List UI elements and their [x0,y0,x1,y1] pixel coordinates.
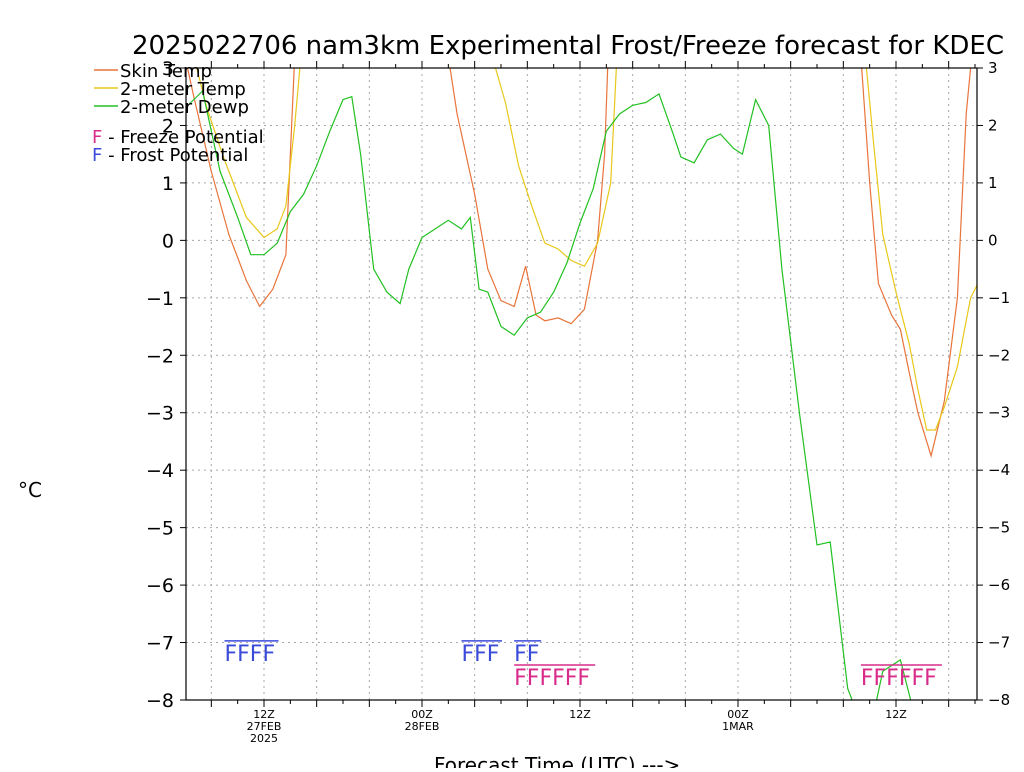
plot-frame [185,67,978,701]
series-lines [186,68,977,700]
2-meter-temp-line [494,68,617,267]
y-tick-label-right: 2 [988,116,998,134]
frost-flag: FFF [462,642,500,667]
x-axis-label: Forecast Time (UTC) ---> [434,753,680,768]
x-tick-label: 2025 [250,732,278,745]
x-tick-label: 12Z [569,708,591,721]
freeze-flag: FFFFFF [514,666,590,691]
y-tick-label-right: 3 [988,59,998,77]
legend-label-2-meter-dewp: 2-meter Dewp [120,97,249,118]
x-tick-label: 28FEB [405,720,440,733]
y-tick-label: −6 [146,575,174,597]
skin-temp-line [186,68,295,308]
y-tick-label: −1 [146,288,174,310]
y-tick-label: 2 [162,115,174,137]
x-tick-label: 12Z [253,708,275,721]
y-tick-label: −4 [146,460,174,482]
x-tick-label: 00Z [411,708,433,721]
legend-flag-text: - Frost Potential [102,145,248,166]
x-tick-label: 00Z [727,708,749,721]
y-tick-label: −2 [146,345,174,367]
y-tick-label: 1 [162,173,174,195]
grid-lines [186,68,977,700]
y-tick-label: −7 [146,633,174,655]
y-tick-label-right: 0 [988,231,998,249]
x-tick-label: 1MAR [722,720,754,733]
legend-flag-letter: F [92,127,102,148]
y-tick-label-right: −3 [988,404,1010,422]
legend-label-skin-temp: Skin Temp [120,61,212,82]
freeze-flag: FFFFFF [861,666,937,691]
x-tick-label: 12Z [885,708,907,721]
y-tick-label: 0 [162,230,174,252]
2-meter-temp-line [865,68,977,431]
x-tick-label: 27FEB [247,720,282,733]
2-meter-temp-line [196,68,301,239]
legend-label-2-meter-temp: 2-meter Temp [120,79,246,100]
y-tick-label-right: −8 [988,691,1010,709]
y-tick-label-right: −2 [988,346,1010,364]
legend-flag-entry: F - Frost Potential [92,145,248,166]
y-tick-label: 3 [162,58,174,80]
skin-temp-line [861,68,972,459]
legend-flag-entry: F - Freeze Potential [92,127,264,148]
legend-flag-letter: F [92,145,102,166]
frost-flag: FFFF [225,642,276,667]
frost-flag: FF [514,642,539,667]
y-tick-label-right: −1 [988,289,1010,307]
y-tick-label-right: −4 [988,461,1010,479]
y-tick-label-right: −7 [988,634,1010,652]
y-tick-label: −8 [146,690,174,712]
y-tick-label-right: 1 [988,174,998,192]
chart-title: 2025022706 nam3km Experimental Frost/Fre… [132,31,1004,61]
y-tick-label-right: −6 [988,576,1010,594]
2-meter-dewp-line [186,89,853,700]
legend-flag-text: - Freeze Potential [102,127,263,148]
y-tick-label: −5 [146,518,174,540]
skin-temp-line [449,68,609,325]
y-tick-label-right: −5 [988,519,1010,537]
axes: −8 −8 −7 −7 −6 −6 −5 −5 −4 −4 −3 −3 −2 −2 −1 −1 0 0 1 1 2 2 3 3… [146,58,1010,745]
y-tick-label: −3 [146,403,174,425]
y-axis-label: °C [18,478,42,502]
